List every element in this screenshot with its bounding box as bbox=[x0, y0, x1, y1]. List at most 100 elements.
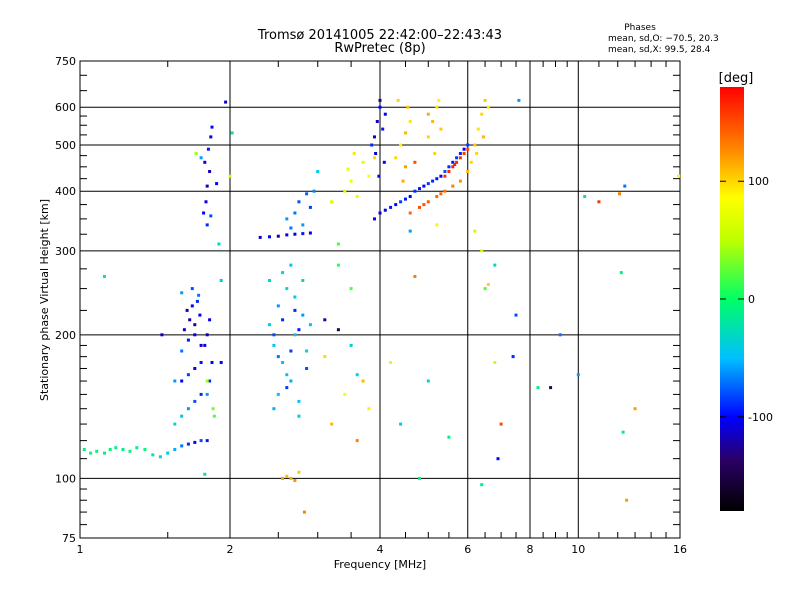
data-point bbox=[426, 182, 430, 186]
y-tick-label: 100 bbox=[55, 472, 76, 485]
data-point bbox=[486, 105, 490, 109]
data-point bbox=[224, 100, 228, 104]
data-point bbox=[193, 323, 197, 327]
data-point bbox=[383, 208, 387, 212]
data-point bbox=[493, 361, 497, 364]
data-point bbox=[114, 446, 118, 450]
data-point bbox=[408, 211, 412, 215]
data-point bbox=[285, 287, 289, 291]
grid-lines bbox=[80, 61, 680, 538]
data-point bbox=[343, 392, 347, 396]
chart-subtitle: RwPretec (8p) bbox=[334, 41, 425, 56]
data-point bbox=[451, 160, 455, 164]
y-tick-label: 750 bbox=[55, 55, 76, 68]
data-point bbox=[536, 386, 540, 390]
data-point bbox=[413, 160, 417, 164]
x-tick-label: 16 bbox=[673, 543, 687, 556]
data-point bbox=[301, 313, 305, 317]
data-point bbox=[173, 379, 177, 383]
data-point bbox=[473, 143, 477, 147]
data-point bbox=[389, 361, 393, 364]
data-point bbox=[293, 211, 297, 215]
x-tick-label: 2 bbox=[227, 543, 234, 556]
data-point bbox=[219, 361, 223, 364]
data-point bbox=[272, 343, 276, 347]
data-point bbox=[480, 483, 484, 487]
data-point bbox=[209, 135, 213, 139]
data-point bbox=[439, 174, 443, 178]
data-point bbox=[408, 195, 412, 198]
data-point bbox=[301, 223, 305, 227]
data-point bbox=[230, 131, 234, 135]
data-point bbox=[197, 293, 201, 297]
x-tick-label: 10 bbox=[571, 543, 585, 556]
data-point bbox=[285, 386, 289, 390]
data-point bbox=[499, 422, 503, 426]
x-tick-label: 4 bbox=[377, 543, 384, 556]
data-point bbox=[355, 373, 359, 377]
data-point bbox=[399, 200, 403, 204]
data-point bbox=[352, 152, 356, 155]
data-point bbox=[209, 214, 213, 218]
data-point bbox=[382, 160, 386, 164]
data-point bbox=[343, 189, 347, 193]
data-point bbox=[205, 439, 209, 443]
data-point bbox=[180, 414, 184, 418]
data-point bbox=[330, 200, 334, 204]
data-point bbox=[193, 333, 197, 337]
data-point bbox=[281, 318, 285, 322]
data-point bbox=[293, 479, 297, 482]
data-point bbox=[297, 399, 301, 403]
data-point bbox=[205, 184, 209, 188]
data-point bbox=[199, 343, 203, 347]
data-point bbox=[336, 263, 340, 267]
data-point bbox=[186, 407, 190, 411]
data-point bbox=[272, 333, 276, 337]
data-point bbox=[219, 279, 223, 282]
data-point bbox=[633, 407, 637, 411]
data-point bbox=[308, 231, 312, 235]
data-point bbox=[443, 170, 447, 173]
data-point bbox=[228, 174, 232, 178]
data-point bbox=[210, 361, 214, 364]
y-tick-label: 300 bbox=[55, 245, 76, 258]
data-point bbox=[297, 470, 301, 474]
data-point bbox=[377, 174, 381, 178]
data-point bbox=[285, 217, 289, 221]
data-point bbox=[205, 223, 209, 227]
data-point bbox=[297, 200, 301, 204]
data-point bbox=[466, 143, 470, 147]
data-point bbox=[418, 205, 421, 209]
data-point bbox=[435, 177, 439, 181]
data-point bbox=[462, 152, 466, 155]
data-point bbox=[576, 373, 580, 377]
data-point bbox=[128, 449, 132, 453]
data-point bbox=[583, 195, 587, 198]
data-point bbox=[469, 160, 473, 164]
data-point bbox=[285, 233, 289, 237]
data-point bbox=[389, 205, 393, 209]
data-point bbox=[418, 476, 421, 480]
data-point bbox=[195, 299, 199, 303]
data-point bbox=[413, 189, 417, 193]
x-tick-label: 8 bbox=[527, 543, 534, 556]
data-point bbox=[186, 373, 190, 377]
data-point bbox=[511, 355, 515, 359]
data-point bbox=[305, 192, 309, 196]
data-point bbox=[431, 120, 435, 123]
data-point bbox=[198, 313, 202, 317]
data-point bbox=[316, 170, 320, 173]
data-point bbox=[308, 205, 312, 209]
data-point bbox=[361, 160, 365, 164]
data-point bbox=[367, 407, 371, 411]
data-point bbox=[285, 373, 289, 377]
data-point bbox=[203, 343, 207, 347]
data-point bbox=[621, 430, 625, 434]
data-point bbox=[431, 179, 435, 183]
data-point bbox=[193, 399, 197, 403]
colorbar-label: [deg] bbox=[719, 71, 754, 86]
data-point bbox=[281, 361, 285, 364]
data-point bbox=[215, 182, 219, 186]
data-point bbox=[258, 235, 262, 239]
data-point bbox=[481, 135, 485, 139]
